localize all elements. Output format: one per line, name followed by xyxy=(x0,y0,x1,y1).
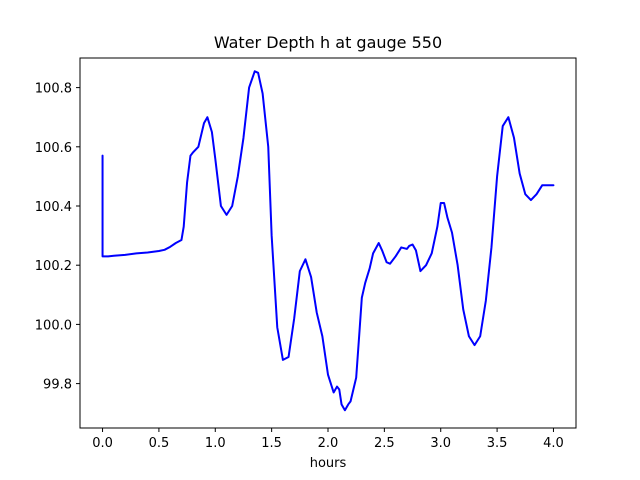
y-tick-label: 100.0 xyxy=(35,318,72,333)
y-tick-label: 100.8 xyxy=(35,82,72,97)
water-depth-line xyxy=(101,70,555,412)
x-tick-label: 0.5 xyxy=(149,436,170,451)
y-tick-label: 100.6 xyxy=(35,141,72,156)
x-axis-label: hours xyxy=(310,456,347,471)
x-tick-label: 1.5 xyxy=(261,436,282,451)
y-tick-label: 100.4 xyxy=(35,200,72,215)
x-axis-ticks: 0.0 0.5 1.0 1.5 2.0 2.5 3.0 3.5 4.0 xyxy=(92,428,564,451)
x-tick-label: 4.0 xyxy=(543,436,564,451)
chart-title: Water Depth h at gauge 550 xyxy=(214,33,442,52)
y-axis-ticks: 99.8 100.0 100.2 100.4 100.6 100.8 xyxy=(35,82,80,393)
x-tick-label: 0.0 xyxy=(92,436,113,451)
y-tick-label: 99.8 xyxy=(43,378,72,393)
x-tick-label: 3.0 xyxy=(430,436,451,451)
x-tick-label: 1.0 xyxy=(205,436,226,451)
y-tick-label: 100.2 xyxy=(35,259,72,274)
x-tick-label: 3.5 xyxy=(487,436,508,451)
x-tick-label: 2.0 xyxy=(318,436,339,451)
x-tick-label: 2.5 xyxy=(374,436,395,451)
